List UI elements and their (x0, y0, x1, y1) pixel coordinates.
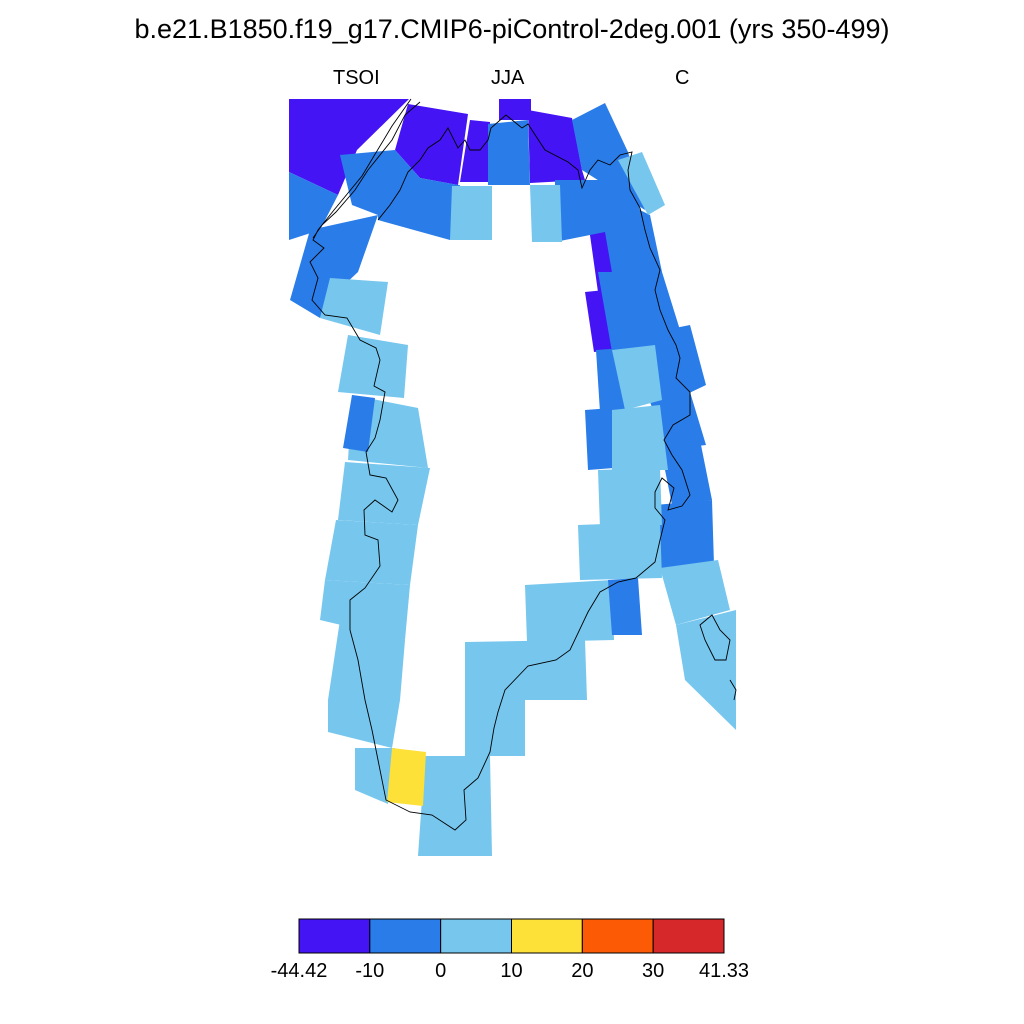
map-cell (325, 520, 418, 585)
map-cell (608, 578, 642, 635)
colorbar-label: 10 (500, 960, 523, 982)
map-cell (585, 408, 614, 470)
colorbar-swatch (298, 918, 371, 954)
map-cell (343, 395, 375, 452)
map-cell (465, 640, 587, 700)
colorbar-swatch (652, 918, 725, 954)
colorbar-swatch (440, 918, 512, 954)
colorbar-swatch (581, 918, 654, 954)
map-cell (618, 152, 665, 215)
map-cell (655, 500, 714, 570)
map-cell (289, 172, 338, 240)
colorbar-label: -10 (355, 960, 385, 982)
map-cell (499, 99, 531, 120)
colorbar-label: 20 (571, 960, 594, 982)
map-cell (290, 215, 378, 318)
map-cell (660, 560, 730, 625)
map-cell (465, 700, 525, 756)
coastline (309, 98, 737, 831)
map-cell (525, 580, 614, 642)
map-cell (460, 120, 490, 182)
colorbar-label: 0 (435, 960, 447, 982)
map-cell (488, 120, 530, 185)
colorbar-label: -44.42 (270, 960, 328, 982)
map-cell (612, 405, 668, 470)
map-cell (320, 278, 388, 335)
colorbar (298, 918, 725, 954)
map-cell (338, 462, 430, 525)
map-cell (598, 468, 662, 528)
map-cell (530, 185, 562, 242)
subtitle-season: JJA (491, 67, 525, 89)
map-cell (328, 700, 400, 748)
figure-title: b.e21.B1850.f19_g17.CMIP6-piControl-2deg… (134, 14, 890, 44)
map-cell (555, 180, 662, 275)
map-cells (289, 99, 736, 856)
map-cell (450, 186, 492, 240)
colorbar-swatch (369, 918, 442, 954)
map-cell (338, 335, 408, 398)
map-cell (289, 99, 409, 195)
map-cell (395, 104, 468, 185)
map-cell (660, 440, 712, 505)
map-cell (387, 748, 426, 806)
map-cell (598, 272, 690, 400)
map-cell (578, 522, 662, 580)
map-cell (378, 185, 460, 240)
map-cell (676, 610, 736, 730)
map-cell (355, 748, 395, 804)
map-cell (418, 756, 492, 856)
colorbar-swatch (511, 918, 583, 954)
subtitle-variable: TSOI (333, 67, 380, 89)
colorbar-label: 30 (642, 960, 665, 982)
subtitle-units: C (675, 67, 690, 89)
map-cell (665, 325, 706, 395)
map-cell (612, 345, 662, 410)
map-cell (328, 620, 405, 700)
colorbar-label: 41.33 (698, 960, 750, 982)
